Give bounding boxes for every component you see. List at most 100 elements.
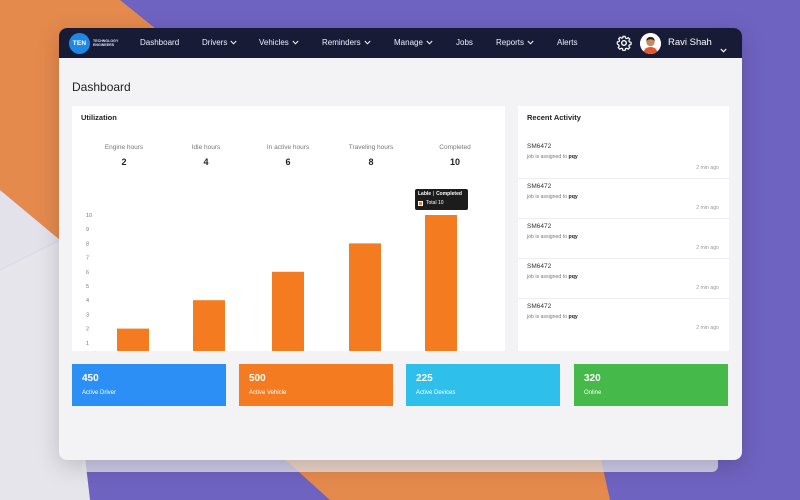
nav-dashboard[interactable]: Dashboard (140, 28, 179, 58)
card-value: 450 (82, 373, 99, 384)
y-tick-label: 1 (86, 341, 89, 347)
activity-item[interactable]: SM6472 job is assigned to pqy 2 min ago (518, 219, 729, 259)
y-tick-label: 6 (86, 270, 89, 276)
nav-vehicles[interactable]: Vehicles (259, 28, 299, 58)
nav-alerts[interactable]: Alerts (557, 28, 577, 58)
stat-value: 4 (203, 157, 209, 167)
activity-desc-text: job is assigned to (527, 194, 568, 200)
card-label: Active Devices (416, 390, 456, 396)
nav-label: Alerts (557, 38, 578, 47)
utilization-panel: Utilization Engine hours 2 Idle hours 4 … (72, 106, 505, 351)
activity-item[interactable]: SM6472 job is assigned to pqy 2 min ago (518, 139, 729, 179)
stat-card-active-vehicle[interactable]: 500 Active Vehicle (239, 364, 393, 406)
activity-desc: job is assigned to pqy (527, 274, 578, 280)
activity-desc-text: job is assigned to (527, 234, 568, 240)
card-label: Active Vehicle (249, 390, 287, 396)
chart-tooltip: Lable Completed Total 10 (415, 189, 468, 210)
activity-time: 2 min ago (696, 245, 719, 251)
activity-item[interactable]: SM6472 job is assigned to pqy 2 min ago (518, 299, 729, 339)
activity-assignee: pqy (568, 194, 578, 200)
y-tick-label: 2 (86, 327, 89, 333)
stat-label: Completed (439, 144, 471, 151)
activity-id: SM6472 (527, 303, 552, 310)
tooltip-header: Lable Completed (418, 191, 465, 197)
bar[interactable] (349, 243, 381, 351)
nav-drivers[interactable]: Drivers (202, 28, 237, 58)
activity-assignee: pqy (568, 314, 578, 320)
tooltip-series-name: Total (426, 200, 437, 206)
bar[interactable] (425, 215, 457, 351)
activity-desc: job is assigned to pqy (527, 154, 578, 160)
utilization-title: Utilization (81, 113, 117, 122)
stat-label: In active hours (266, 144, 310, 151)
y-tick-label: 3 (86, 312, 89, 318)
y-tick-label: 5 (86, 284, 89, 290)
y-tick-label: 7 (86, 256, 89, 262)
stat-value: 8 (368, 157, 374, 167)
user-name[interactable]: Ravi Shah (668, 37, 712, 48)
top-navbar: TEN TECHNOLOGY ENGINEERS Dashboard Drive… (59, 28, 742, 58)
activity-id: SM6472 (527, 183, 552, 190)
activity-time: 2 min ago (696, 165, 719, 171)
activity-item[interactable]: SM6472 job is assigned to pqy 2 min ago (518, 179, 729, 219)
app-window: TEN TECHNOLOGY ENGINEERS Dashboard Drive… (59, 28, 742, 460)
chevron-down-icon[interactable] (720, 40, 727, 58)
activity-time: 2 min ago (696, 205, 719, 211)
stat-card-active-driver[interactable]: 450 Active Driver (72, 364, 226, 406)
y-tick-label: 4 (86, 298, 89, 304)
activity-desc: job is assigned to pqy (527, 194, 578, 200)
card-value: 500 (249, 373, 266, 384)
chevron-down-icon (292, 40, 299, 45)
activity-id: SM6472 (527, 143, 552, 150)
tooltip-row: Total 10 (418, 200, 465, 206)
avatar[interactable] (640, 33, 661, 54)
card-value: 225 (416, 373, 433, 384)
legend-swatch (418, 200, 423, 206)
card-value: 320 (584, 373, 601, 384)
activity-assignee: pqy (568, 274, 578, 280)
brand-logo[interactable]: TEN TECHNOLOGY ENGINEERS (69, 32, 119, 54)
bar[interactable] (117, 328, 149, 351)
recent-activity-title: Recent Activity (527, 113, 581, 122)
stat-label: Engine hours (104, 144, 144, 151)
stat-card-active-devices[interactable]: 225 Active Devices (406, 364, 560, 406)
card-label: Active Driver (82, 390, 117, 396)
nav-reports[interactable]: Reports (496, 28, 534, 58)
logo-badge: TEN (69, 32, 90, 54)
activity-item[interactable]: SM6472 job is assigned to pqy 2 min ago (518, 259, 729, 299)
activity-desc-text: job is assigned to (527, 154, 568, 160)
nav-jobs[interactable]: Jobs (456, 28, 473, 58)
activity-id: SM6472 (527, 223, 552, 230)
bar[interactable] (272, 271, 304, 351)
stat-value: 6 (285, 157, 291, 167)
nav-label: Jobs (456, 38, 473, 47)
utilization-bar-chart: 012345678910Engine hoursIdle hoursIn act… (86, 213, 457, 351)
activity-desc: job is assigned to pqy (527, 314, 578, 320)
nav-label: Reminders (322, 38, 361, 47)
tooltip-key-value: Completed (436, 191, 462, 197)
activity-desc: job is assigned to pqy (527, 234, 578, 240)
activity-assignee: pqy (568, 154, 578, 160)
nav-reminders[interactable]: Reminders (322, 28, 371, 58)
bar[interactable] (193, 300, 225, 351)
recent-activity-panel: Recent Activity SM6472 job is assigned t… (518, 106, 729, 351)
tooltip-series-value: 10 (437, 200, 444, 206)
nav-label: Manage (394, 38, 423, 47)
chevron-down-icon (230, 40, 237, 45)
chevron-down-icon (527, 40, 534, 45)
tooltip-separator (433, 191, 435, 197)
stat-label: Idle hours (191, 144, 221, 151)
nav-label: Drivers (202, 38, 228, 47)
page-title: Dashboard (72, 80, 131, 94)
tooltip-key: Lable (418, 191, 432, 197)
activity-time: 2 min ago (696, 285, 719, 291)
logo-subtext: TECHNOLOGY ENGINEERS (93, 38, 119, 48)
activity-desc-text: job is assigned to (527, 274, 568, 280)
y-tick-label: 10 (86, 213, 92, 219)
activity-assignee: pqy (568, 234, 578, 240)
nav-manage[interactable]: Manage (394, 28, 433, 58)
gear-icon[interactable] (616, 35, 632, 52)
stat-card-online[interactable]: 320 Online (574, 364, 728, 406)
activity-desc-text: job is assigned to (527, 314, 568, 320)
stat-value: 10 (449, 157, 460, 167)
